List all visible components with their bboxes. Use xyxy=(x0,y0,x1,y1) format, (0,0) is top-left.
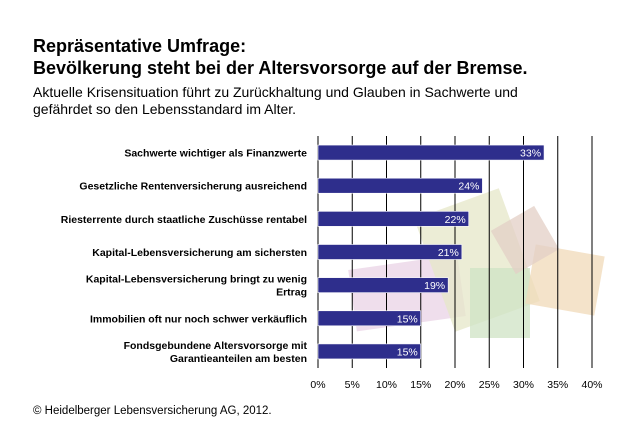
x-tick-label: 15% xyxy=(410,379,431,391)
category-label: Kapital-Lebensversicherung am sichersten xyxy=(92,247,307,259)
bar-value-label: 22% xyxy=(445,214,466,226)
bar-value-label: 24% xyxy=(458,181,479,193)
bar-value-label: 15% xyxy=(397,346,418,358)
category-label: Sachwerte wichtiger als Finanzwerte xyxy=(124,148,307,160)
bar xyxy=(317,144,545,161)
x-tick-label: 0% xyxy=(310,379,325,391)
bar xyxy=(317,277,449,293)
category-label: Garantieanteilen am besten xyxy=(170,353,307,365)
chart-grid xyxy=(317,136,593,368)
category-label: Kapital-Lebensversicherung bringt zu wen… xyxy=(86,274,307,286)
chart-bars: 33% 24% 22% 21% 19% 15% 15% xyxy=(317,144,545,360)
x-tick-label: 25% xyxy=(479,379,500,391)
x-axis-ticks: 0% 5% 10% 15% 20% 25% 30% 35% 40% xyxy=(310,379,602,391)
bar-value-label: 33% xyxy=(520,148,541,160)
title-line-1: Repräsentative Umfrage: xyxy=(33,36,247,56)
title-line-2: Bevölkerung steht bei der Altersvorsorge… xyxy=(33,58,528,78)
bar xyxy=(317,244,463,260)
banknote-brown-shape xyxy=(490,205,560,275)
x-tick-label: 30% xyxy=(513,379,534,391)
category-labels: Sachwerte wichtiger als Finanzwerte Geset… xyxy=(61,148,308,365)
category-label: Fondsgebundene Altersvorsorge mit xyxy=(124,340,308,352)
source-note: © Heidelberger Lebensversicherung AG, 20… xyxy=(33,405,272,417)
bar xyxy=(317,211,469,227)
bar xyxy=(317,343,422,360)
category-label: Gesetzliche Rentenversicherung ausreiche… xyxy=(79,181,307,193)
x-tick-label: 5% xyxy=(345,379,360,391)
x-tick-label: 40% xyxy=(581,379,602,391)
bar-value-label: 19% xyxy=(424,280,445,292)
x-tick-label: 20% xyxy=(444,379,465,391)
category-label: Ertrag xyxy=(276,287,307,299)
bar-value-label: 21% xyxy=(438,247,459,259)
bar xyxy=(317,310,422,327)
x-tick-label: 10% xyxy=(376,379,397,391)
bar-value-label: 15% xyxy=(397,313,418,325)
subtitle-line-1: Aktuelle Krisensituation führt zu Zurück… xyxy=(33,84,518,100)
chart-subtitle: Aktuelle Krisensituation führt zu Zurück… xyxy=(33,84,618,118)
banknote-orange-shape xyxy=(525,244,605,316)
banknote-green-shape xyxy=(470,268,530,338)
category-label: Riesterrente durch staatliche Zuschüsse … xyxy=(61,214,307,226)
chart-title: Repräsentative Umfrage: Bevölkerung steh… xyxy=(33,35,613,79)
bar xyxy=(317,177,483,194)
x-tick-label: 35% xyxy=(547,379,568,391)
subtitle-line-2: gefährdet so den Lebensstandard im Alter… xyxy=(33,101,297,117)
category-label: Immobilien oft nur noch schwer verkäufli… xyxy=(90,313,307,325)
